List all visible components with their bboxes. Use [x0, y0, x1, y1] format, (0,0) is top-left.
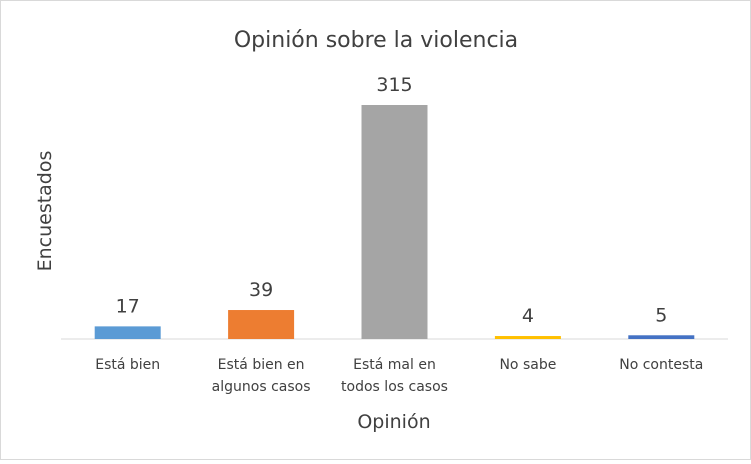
- bar-1: [94, 326, 161, 339]
- data-label-3: 315: [376, 74, 412, 96]
- x-tick-label-4: No sabe: [499, 357, 556, 373]
- x-tick-label-3: Está mal en todos los casos: [341, 357, 448, 395]
- data-label-1: 17: [116, 295, 140, 317]
- bar-4: [494, 336, 561, 339]
- x-tick-label-2: Está bien en algunos casos: [212, 357, 311, 395]
- bars-group: 17 Está bien 39 Está bien en algunos casos 31…: [94, 74, 703, 395]
- x-tick-label-5: No contesta: [619, 357, 703, 373]
- chart-title: Opinión sobre la violencia: [234, 28, 518, 53]
- y-axis-title: Encuestados: [34, 151, 56, 272]
- bar-5: [628, 335, 695, 339]
- x-axis-title: Opinión: [357, 411, 430, 433]
- data-label-5: 5: [655, 304, 667, 326]
- x-tick-label-1: Está bien: [95, 357, 160, 373]
- bar-3: [361, 105, 428, 339]
- data-label-4: 4: [522, 305, 534, 327]
- bar-2: [228, 310, 295, 339]
- data-label-2: 39: [249, 279, 273, 301]
